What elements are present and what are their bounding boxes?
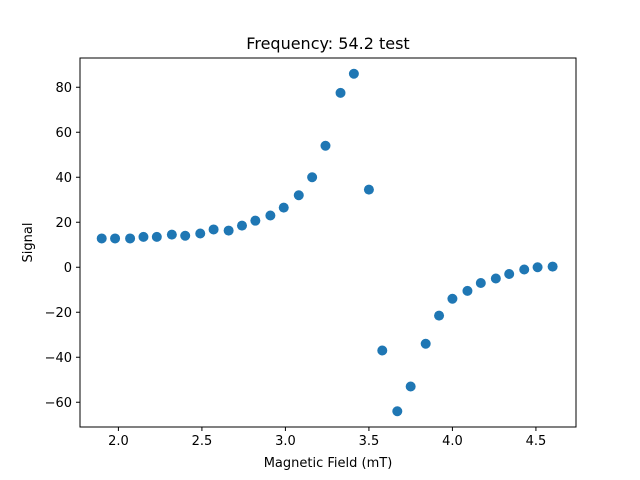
y-tick-label: 80 [55,81,72,96]
x-tick-label: 4.5 [526,434,547,449]
data-point [447,293,458,304]
x-tick-label: 3.5 [359,434,380,449]
data-point [223,225,234,236]
data-point [348,68,359,79]
data-point [138,231,149,242]
data-point [335,87,346,98]
x-axis: 2.0 2.5 3.0 3.5 4.0 4.5 [108,427,546,449]
data-point [504,269,515,279]
data-point [96,233,107,244]
x-tick-label: 4.0 [442,434,463,449]
data-point [250,215,261,226]
data-point [420,338,431,349]
data-point [125,233,136,244]
data-point [265,210,276,221]
axes-frame [79,57,577,428]
data-point [151,231,162,242]
data-point [307,172,318,183]
data-point [180,230,191,241]
data-point [519,264,530,275]
plot-area [96,68,558,417]
x-tick-label: 3.0 [275,434,296,449]
data-point [475,278,486,288]
y-tick-label: 0 [64,261,72,276]
data-point [208,224,219,235]
data-point [490,273,501,284]
chart-title: Frequency: 54.2 test [246,34,409,53]
data-point [405,381,416,392]
x-tick-label: 2.0 [108,434,129,449]
data-point [236,220,247,231]
y-tick-label: −60 [45,396,72,411]
y-axis: −60 −40 −20 0 20 40 60 80 [45,81,80,411]
y-tick-label: 20 [55,216,72,231]
data-point [377,345,388,356]
data-point [278,202,289,213]
data-point [293,190,304,201]
data-point [462,285,473,296]
data-point [166,229,177,240]
x-axis-label: Magnetic Field (mT) [264,456,393,471]
data-point [434,310,445,321]
data-point [547,261,558,272]
data-point [320,140,331,151]
y-tick-label: 60 [55,126,72,141]
data-point [363,184,374,195]
x-tick-label: 2.5 [192,434,213,449]
data-point [110,233,121,244]
y-tick-label: −40 [45,351,72,366]
data-point [392,406,403,417]
y-tick-label: 40 [55,171,72,186]
y-axis-label: Signal [21,223,36,263]
y-tick-label: −20 [45,306,72,321]
data-point [195,228,206,239]
data-point [532,262,543,273]
